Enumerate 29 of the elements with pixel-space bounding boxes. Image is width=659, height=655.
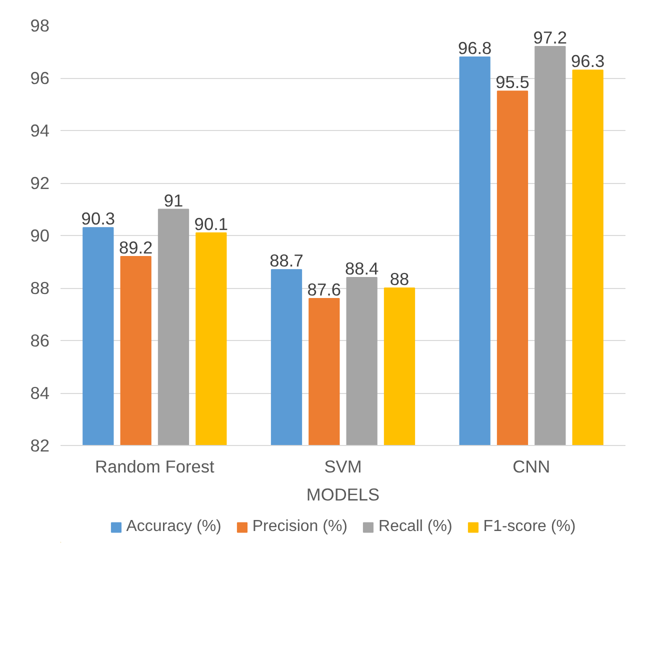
data-label: 91 [164, 190, 184, 210]
y-tick-label: 94 [30, 120, 50, 140]
data-label: 96.8 [458, 38, 492, 58]
data-label: 90.1 [194, 214, 228, 234]
x-tick-label: SVM [324, 456, 362, 476]
data-label: 88.7 [270, 250, 304, 271]
x-axis-title: MODELS [306, 484, 380, 504]
legend-label: Accuracy (%) [126, 518, 222, 536]
y-tick-label: 82 [30, 436, 50, 456]
data-label: 88.4 [344, 258, 380, 278]
legend-label: Recall (%) [378, 518, 452, 536]
data-label: 87.6 [307, 280, 342, 300]
y-tick-label: 98 [30, 16, 50, 36]
data-label: 89.2 [118, 238, 153, 258]
data-label: 97.2 [533, 28, 568, 48]
legend-label: Precision (%) [252, 518, 348, 536]
y-tick-label: 86 [30, 330, 50, 350]
y-tick-label: 88 [30, 278, 50, 298]
data-label: 96.3 [570, 51, 605, 72]
y-tick-label: 84 [30, 383, 50, 403]
data-label: 88 [390, 269, 410, 289]
legend-label: F1-score (%) [483, 518, 576, 536]
x-tick-label: CNN [512, 456, 550, 476]
y-tick-label: 90 [30, 226, 50, 246]
x-tick-label: Random Forest [94, 456, 215, 476]
data-label: 90.3 [81, 208, 116, 229]
data-label: 95.5 [496, 72, 530, 92]
y-tick-label: 92 [30, 173, 50, 193]
y-tick-label: 96 [30, 68, 50, 88]
